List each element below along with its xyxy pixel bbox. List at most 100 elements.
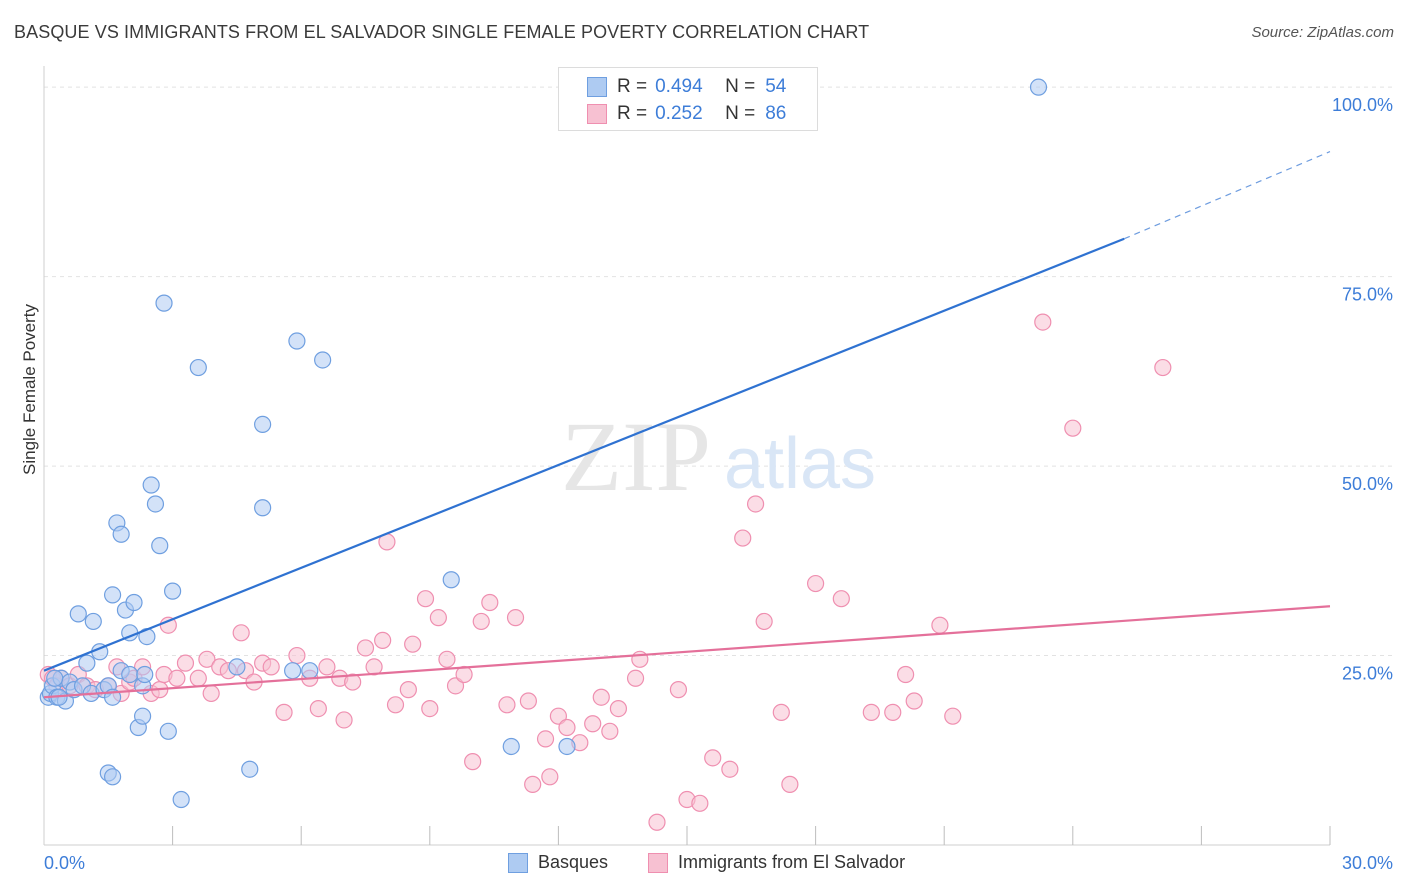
- tick-labels: 25.0% 50.0% 75.0% 100.0% 0.0% 30.0%: [44, 95, 1393, 873]
- legend-r-value: 0.494: [655, 76, 703, 97]
- chart-title: BASQUE VS IMMIGRANTS FROM EL SALVADOR SI…: [14, 22, 870, 42]
- el-salvador-point: [734, 529, 752, 547]
- basques-point: [136, 665, 154, 684]
- el-salvador-point: [309, 699, 327, 718]
- basques-point: [1029, 78, 1048, 96]
- el-salvador-point: [601, 722, 619, 740]
- el-salvador-point: [168, 669, 186, 687]
- el-salvador-point: [356, 639, 375, 657]
- el-salvador-point: [884, 703, 902, 721]
- legend-label-el-salvador: Immigrants from El Salvador: [678, 852, 906, 872]
- el-salvador-point: [506, 609, 525, 627]
- basques-point: [103, 586, 122, 604]
- basques-point: [442, 571, 460, 589]
- el-salvador-point: [704, 749, 722, 767]
- basques-point: [241, 760, 259, 778]
- el-salvador-point: [318, 658, 336, 676]
- el-salvador-point: [721, 760, 739, 778]
- el-salvador-point: [1064, 419, 1082, 437]
- basques-point: [103, 768, 122, 786]
- el-salvador-point: [189, 669, 207, 687]
- el-salvador-point: [416, 590, 435, 608]
- basques-point: [142, 476, 160, 494]
- el-salvador-point: [464, 753, 482, 771]
- basques-point: [46, 669, 64, 687]
- el-salvador-point: [404, 635, 422, 653]
- el-salvador-point: [746, 495, 765, 513]
- y-tick-label: 50.0%: [1342, 474, 1393, 494]
- basques-point: [301, 662, 319, 680]
- el-salvador-point: [202, 684, 220, 703]
- axes: [43, 66, 1331, 846]
- basques-point: [228, 658, 246, 676]
- el-salvador-point: [609, 699, 628, 718]
- basques-point: [558, 737, 576, 756]
- el-salvador-point: [755, 612, 773, 631]
- basques-point: [84, 612, 102, 631]
- el-salvador-point: [335, 711, 353, 729]
- legend-item-basques[interactable]: Basques: [508, 852, 608, 873]
- legend-r-value: 0.252: [655, 103, 703, 124]
- el-salvador-point: [438, 650, 456, 668]
- el-salvador-point: [232, 624, 250, 642]
- el-salvador-point: [558, 718, 576, 737]
- basques-point: [159, 722, 177, 740]
- el-salvador-point: [772, 703, 790, 721]
- legend-swatch-el-salvador: [587, 104, 607, 124]
- legend-row-el-salvador: R = 0.252 N = 86: [587, 102, 786, 126]
- basques-point: [69, 605, 87, 623]
- legend-n-value: 54: [765, 76, 787, 97]
- el-salvador-point: [862, 703, 880, 721]
- basques-point: [172, 790, 190, 809]
- watermark: ZIP atlas: [561, 401, 876, 512]
- el-salvador-point: [781, 775, 799, 793]
- basques-point: [288, 332, 306, 350]
- el-salvador-point: [549, 707, 568, 725]
- basques-point: [314, 351, 332, 369]
- el-salvador-point: [198, 650, 216, 668]
- legend-swatch-basques: [508, 852, 528, 873]
- el-salvador-point: [536, 730, 555, 748]
- el-salvador-point: [806, 574, 825, 593]
- el-salvador-point: [386, 696, 405, 714]
- el-salvador-point: [1034, 313, 1052, 331]
- basques-point: [121, 665, 139, 684]
- el-salvador-point: [584, 715, 602, 733]
- correlation-legend: R = 0.494 N = 54 R = 0.252 N = 86: [558, 67, 818, 131]
- el-salvador-point: [288, 646, 306, 665]
- el-salvador-point: [176, 654, 195, 672]
- el-salvador-point: [626, 669, 645, 687]
- watermark-atlas: atlas: [724, 424, 876, 504]
- el-salvador-point: [648, 813, 666, 831]
- el-salvador-point: [429, 609, 447, 627]
- el-salvador-point: [262, 658, 280, 676]
- basques-point: [254, 499, 272, 517]
- basques-point: [155, 294, 173, 312]
- basques-points: [39, 78, 1048, 809]
- el-salvador-point: [498, 696, 516, 714]
- legend-item-el-salvador[interactable]: Immigrants from El Salvador: [648, 852, 905, 873]
- immigrants-el-salvador-points: [39, 313, 1172, 831]
- trend-lines: [43, 151, 1331, 699]
- basques-point: [125, 593, 143, 612]
- legend-n-label: N =: [725, 103, 756, 124]
- el-salvador-point: [931, 616, 949, 634]
- el-salvador-point: [275, 703, 293, 721]
- basques-point: [164, 582, 182, 600]
- legend-n-value: 86: [765, 103, 787, 124]
- y-axis-label: Single Female Poverty: [20, 303, 39, 475]
- basques-point: [78, 654, 96, 672]
- el-salvador-point: [691, 794, 709, 812]
- y-tick-label: 100.0%: [1332, 95, 1393, 115]
- el-salvador-point: [472, 612, 490, 631]
- legend-r-label: R =: [617, 103, 648, 124]
- y-tick-label: 25.0%: [1342, 664, 1393, 684]
- x-tick-label: 0.0%: [44, 853, 85, 873]
- el-salvador-point: [399, 681, 417, 699]
- el-salvador-point: [832, 590, 850, 608]
- el-salvador-point: [897, 665, 915, 684]
- el-salvador-point: [519, 692, 537, 710]
- basques-point: [284, 662, 302, 680]
- source-label: Source: ZipAtlas.com: [1251, 24, 1394, 41]
